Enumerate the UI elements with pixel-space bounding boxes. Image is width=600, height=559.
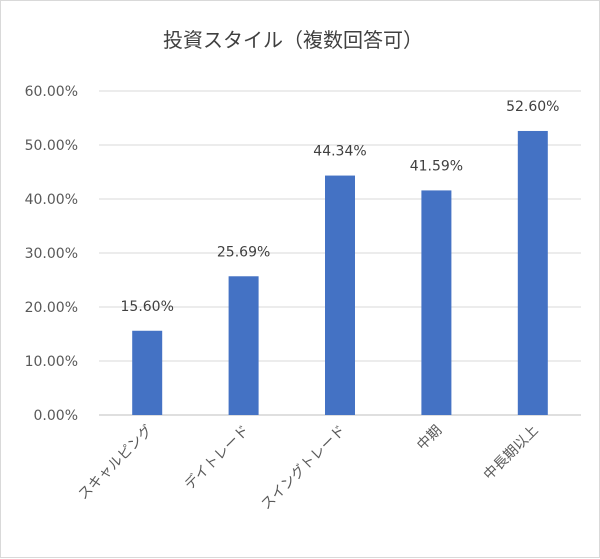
y-tick-label: 30.00% bbox=[25, 246, 78, 262]
category-label: スキャルピング bbox=[75, 423, 156, 504]
y-tick-label: 40.00% bbox=[25, 192, 78, 208]
data-label: 41.59% bbox=[410, 158, 463, 174]
data-label: 52.60% bbox=[506, 99, 559, 115]
chart-title: 投資スタイル（複数回答可） bbox=[163, 28, 423, 52]
y-tick-label: 20.00% bbox=[25, 300, 78, 316]
y-tick-label: 50.00% bbox=[25, 138, 78, 154]
category-label: 中期 bbox=[414, 423, 445, 454]
data-label: 25.69% bbox=[217, 244, 270, 260]
bar bbox=[517, 130, 548, 415]
category-label: スイングトレード bbox=[258, 423, 349, 514]
y-tick-label: 0.00% bbox=[34, 408, 78, 424]
y-axis-ticks: 0.00% 10.00% 20.00% 30.00% 40.00% 50.00% 60.00… bbox=[25, 84, 78, 424]
category-label: デイトレード bbox=[181, 422, 252, 493]
y-tick-label: 60.00% bbox=[25, 84, 78, 100]
x-axis-categories: スキャルピング デイトレード スイングトレード 中期 中長期以上 bbox=[75, 422, 541, 513]
y-tick-label: 10.00% bbox=[25, 354, 78, 370]
category-label: 中長期以上 bbox=[481, 423, 542, 484]
bar bbox=[325, 175, 355, 415]
data-labels: 15.60% 25.69% 44.34% 41.59% 52.60% bbox=[121, 99, 560, 315]
data-label: 15.60% bbox=[121, 299, 174, 315]
bars bbox=[132, 130, 548, 415]
bar bbox=[421, 190, 452, 415]
bar bbox=[132, 330, 163, 415]
data-label: 44.34% bbox=[313, 144, 366, 160]
bar bbox=[228, 276, 259, 415]
